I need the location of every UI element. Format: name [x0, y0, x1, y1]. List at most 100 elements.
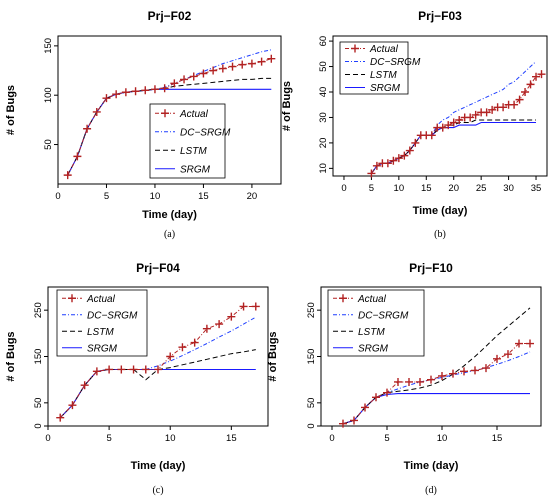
actual-data-point — [339, 419, 347, 428]
legend-label: LSTM — [358, 327, 385, 338]
actual-data-point — [68, 401, 77, 410]
actual-data-point — [178, 343, 187, 352]
x-tick-label: 15 — [198, 191, 209, 202]
actual-data-point — [455, 116, 464, 124]
series-group — [342, 307, 531, 425]
actual-data-point — [247, 59, 256, 68]
actual-data-point — [73, 152, 82, 161]
series-line-dc-srgm — [342, 351, 531, 425]
x-tick-label: 20 — [247, 191, 258, 202]
series-line-srgm — [370, 121, 536, 174]
legend-label: DC−SRGM — [370, 57, 421, 68]
plot-frame — [332, 35, 548, 177]
actual-data-point — [257, 57, 266, 66]
legend-label: LSTM — [180, 146, 207, 157]
y-tick-label: 20 — [318, 138, 329, 149]
y-axis-title: # of Bugs — [5, 331, 17, 381]
chart-title: Prj−F10 — [409, 261, 453, 275]
actual-data-point — [394, 154, 403, 163]
y-axis-title: # of Bugs — [281, 81, 293, 131]
x-tick-label: 25 — [476, 183, 487, 194]
y-tick-label: 10 — [318, 163, 329, 174]
legend-marker — [68, 294, 76, 303]
actual-data-point — [526, 80, 535, 89]
actual-data-point — [400, 151, 409, 160]
x-tick-label: 10 — [150, 191, 161, 202]
x-axis-title: Time (day) — [142, 209, 197, 221]
actual-data-point — [372, 161, 381, 170]
x-tick-label: 30 — [503, 183, 514, 194]
y-tick-label: 150 — [33, 349, 44, 365]
actual-data-point — [83, 124, 92, 133]
actual-data-point — [488, 105, 497, 114]
actual-data-point — [150, 85, 159, 94]
actual-data-point — [215, 320, 224, 329]
legend-label: SRGM — [370, 83, 401, 94]
actual-data-point — [112, 90, 121, 99]
legend-label: Actual — [86, 294, 116, 305]
actual-data-point — [160, 84, 169, 93]
actual-data-point — [515, 95, 524, 104]
actual-data-point — [350, 416, 358, 425]
actual-data-point — [526, 339, 534, 348]
actual-data-point — [209, 66, 218, 75]
series-line-lstm — [67, 77, 272, 176]
panel-caption: (b) — [434, 229, 446, 240]
actual-data-point — [471, 366, 479, 375]
actual-data-point — [372, 393, 380, 402]
y-tick-label: 100 — [43, 87, 54, 103]
actual-data-point — [515, 339, 523, 348]
panel-caption: (d) — [425, 485, 437, 496]
actual-data-point — [117, 365, 126, 374]
x-tick-label: 20 — [448, 183, 459, 194]
y-tick-label: 150 — [43, 38, 54, 54]
actual-data-point — [218, 64, 227, 73]
actual-data-point — [251, 302, 260, 311]
y-tick-label: 40 — [318, 87, 329, 98]
actual-data-point — [239, 302, 248, 311]
actual-data-point — [411, 138, 420, 147]
x-tick-label: 0 — [45, 433, 50, 444]
legend-marker — [161, 109, 169, 118]
y-tick-label: 150 — [306, 349, 317, 365]
legend-label: LSTM — [370, 70, 397, 81]
y-tick-label: 250 — [306, 302, 317, 318]
legend-label: SRGM — [87, 343, 118, 354]
chart-title: Prj−F04 — [136, 261, 180, 275]
actual-data-point — [405, 146, 414, 155]
actual-data-point — [227, 312, 236, 321]
legend-label: DC−SRGM — [358, 310, 409, 321]
series-line-actual — [342, 343, 530, 425]
series-line-srgm — [342, 393, 530, 425]
actual-data-point — [267, 54, 276, 63]
actual-data-point — [202, 324, 211, 333]
actual-data-point — [427, 375, 435, 384]
legend-box — [149, 103, 226, 179]
actual-data-point — [460, 367, 468, 376]
actual-data-point — [189, 72, 198, 81]
actual-data-point — [499, 103, 508, 112]
actual-data-point — [102, 94, 111, 103]
y-axis-title: # of Bugs — [267, 331, 279, 381]
x-tick-label: 15 — [421, 183, 432, 194]
legend-label: SRGM — [180, 164, 211, 175]
actual-data-point — [449, 118, 458, 127]
y-tick-label: 60 — [318, 36, 329, 47]
x-tick-label: 0 — [55, 191, 60, 202]
x-axis-title: Time (day) — [413, 205, 468, 217]
x-axis-title: Time (day) — [404, 460, 459, 472]
actual-data-point — [367, 169, 376, 178]
actual-data-point — [493, 354, 501, 363]
actual-data-point — [537, 70, 546, 79]
legend-marker — [339, 294, 347, 303]
actual-data-point — [141, 86, 150, 95]
actual-data-point — [532, 72, 541, 81]
legend-box — [339, 41, 409, 95]
x-tick-label: 0 — [341, 183, 346, 194]
chart-title: Prj−F02 — [148, 9, 192, 23]
series-line-lstm — [342, 307, 531, 425]
actual-data-point — [92, 367, 101, 376]
actual-data-point — [471, 110, 480, 119]
